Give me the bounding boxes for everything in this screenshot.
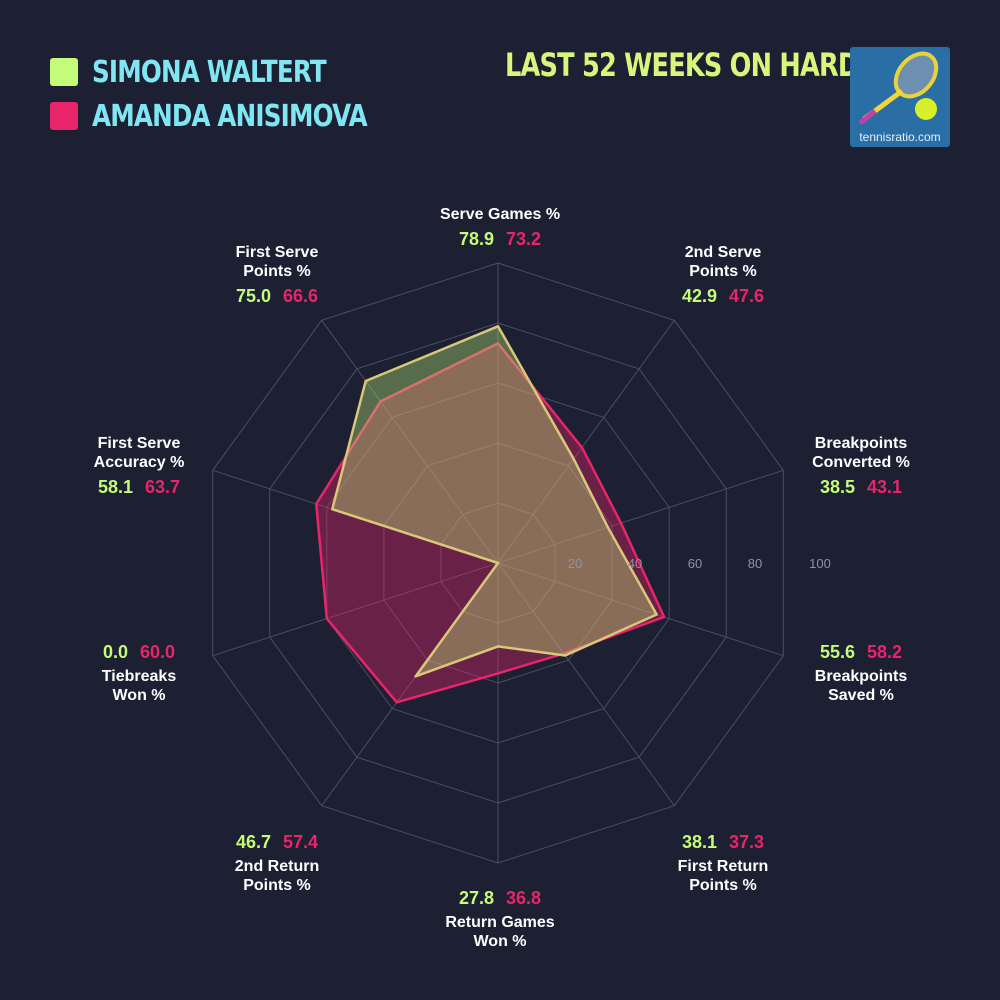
axis-label: 55.6 58.2 Breakpoints Saved % (814, 637, 908, 705)
axis-values: 42.9 47.6 (676, 285, 770, 307)
tennis-racket-and-ball-icon (858, 51, 939, 125)
axis-title: First Serve Accuracy % (93, 435, 185, 471)
data-label-player2: 73.2 (505, 229, 542, 249)
data-label-player1: 27.8 (458, 888, 494, 908)
axis-values: 75.0 66.6 (230, 285, 324, 307)
axis-title: Tiebreaks Won % (101, 668, 177, 704)
axis-title: 2nd Serve Points % (684, 244, 762, 280)
grid-spoke (497, 562, 675, 806)
axis-values: 38.5 43.1 (812, 476, 910, 498)
data-label-player2: 66.6 (283, 286, 319, 306)
axis-values: 78.9 73.2 (440, 228, 560, 250)
axis-label: 38.1 37.3 First Return Points % (676, 827, 770, 895)
data-label-player1: 42.9 (681, 286, 717, 306)
axis-label: 27.8 36.8 Return Games Won % (445, 883, 554, 951)
legend-label-player1: SIMONA WALTERT (92, 54, 327, 90)
data-label-player1: 58.1 (97, 477, 133, 497)
tennisratio-logo[interactable]: tennisratio.com (850, 47, 950, 147)
data-label-player2: 57.4 (283, 832, 319, 852)
grid-spoke (497, 469, 784, 564)
legend-swatch-player1 (50, 58, 78, 86)
axis-label: First Serve Points % 75.0 66.6 (230, 243, 324, 311)
legend-item-player2: AMANDA ANISIMOVA (50, 94, 427, 138)
data-label-player2: 63.7 (145, 477, 181, 497)
data-label-player1: 38.1 (681, 832, 717, 852)
axis-label: Serve Games % 78.9 73.2 (440, 205, 560, 254)
axis-values: 46.7 57.4 (230, 831, 324, 853)
series-area-1 (330, 325, 658, 678)
logo-text: tennisratio.com (859, 130, 941, 144)
axis-title: Serve Games % (439, 206, 561, 223)
axis-title: First Return Points % (677, 858, 769, 894)
data-label-player1: 55.6 (819, 642, 855, 662)
axis-title: 2nd Return Points % (234, 858, 320, 894)
data-label-player2: 37.3 (729, 832, 765, 852)
grid-spoke (497, 320, 675, 564)
data-label-player2: 58.2 (867, 642, 903, 662)
data-label-player2: 43.1 (866, 477, 903, 497)
data-label-player1: 46.7 (235, 832, 271, 852)
axis-label: 46.7 57.4 2nd Return Points % (230, 827, 324, 895)
legend-label-player2: AMANDA ANISIMOVA (92, 98, 368, 134)
data-label-player2: 36.8 (506, 888, 542, 908)
axis-title: First Serve Points % (235, 244, 319, 280)
data-label-player1: 75.0 (235, 286, 271, 306)
data-label-player1: 0.0 (102, 642, 128, 662)
radial-tick-label: 60 (688, 556, 702, 571)
axis-label: Breakpoints Converted % 38.5 43.1 (812, 434, 910, 502)
radial-tick-label: 40 (628, 556, 642, 571)
axis-values: 55.6 58.2 (814, 641, 908, 663)
grid-spoke (212, 562, 499, 657)
axis-values: 0.0 60.0 (97, 641, 181, 663)
data-label-player1: 78.9 (458, 229, 494, 249)
radial-tick-label: 100 (809, 556, 831, 571)
legend-item-player1: SIMONA WALTERT (50, 50, 427, 94)
legend-swatch-player2 (50, 102, 78, 130)
data-label-player2: 60.0 (139, 642, 176, 662)
data-label-player1: 38.5 (819, 477, 855, 497)
radial-tick-label: 20 (568, 556, 582, 571)
grid-spoke (497, 562, 784, 657)
axis-label: First Serve Accuracy % 58.1 63.7 (92, 434, 186, 502)
axis-values: 38.1 37.3 (676, 831, 770, 853)
axis-label: 2nd Serve Points % 42.9 47.6 (676, 243, 770, 311)
grid-spoke (321, 320, 499, 564)
axis-values: 58.1 63.7 (92, 476, 186, 498)
legend: SIMONA WALTERT AMANDA ANISIMOVA (50, 50, 427, 138)
axis-title: Breakpoints Saved % (814, 668, 908, 704)
radial-tick-label: 80 (748, 556, 762, 571)
axis-title: Breakpoints Converted % (812, 435, 910, 471)
period-title: LAST 52 WEEKS ON HARD (505, 46, 859, 84)
series-area-2 (315, 342, 666, 704)
axis-title: Return Games Won % (445, 914, 555, 950)
axis-values: 27.8 36.8 (445, 887, 554, 909)
axis-label: 0.0 60.0 Tiebreaks Won % (97, 637, 181, 705)
data-label-player2: 47.6 (729, 286, 765, 306)
